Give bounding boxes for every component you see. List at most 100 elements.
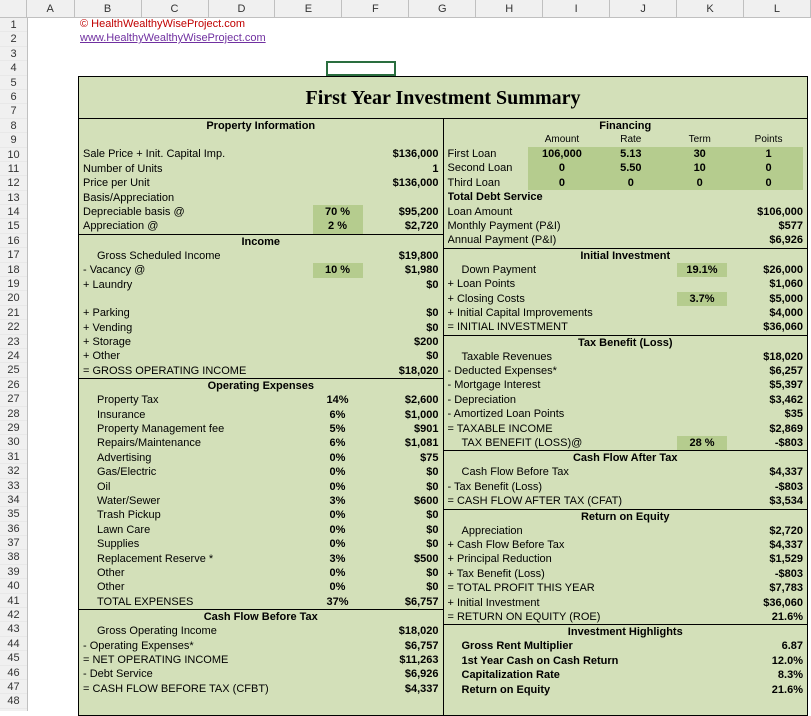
- col-header-A[interactable]: A: [27, 0, 75, 17]
- data-row: Trash Pickup0%$0: [79, 508, 443, 522]
- row-header-7[interactable]: 7: [0, 104, 27, 118]
- data-row: Replacement Reserve *3%$500: [79, 552, 443, 566]
- row-value: $0: [369, 349, 439, 363]
- row-header-20[interactable]: 20: [0, 291, 27, 305]
- row-header-15[interactable]: 15: [0, 219, 27, 233]
- col-header-C[interactable]: C: [142, 0, 209, 17]
- row-header-3[interactable]: 3: [0, 47, 27, 61]
- row-header-43[interactable]: 43: [0, 622, 27, 636]
- row-header-21[interactable]: 21: [0, 306, 27, 320]
- row-label: Taxable Revenues: [448, 350, 734, 364]
- col-header-F[interactable]: F: [342, 0, 409, 17]
- row-value: $2,600: [369, 393, 439, 407]
- fin-cell: 106,000: [528, 147, 597, 161]
- row-header-23[interactable]: 23: [0, 335, 27, 349]
- row-header-35[interactable]: 35: [0, 507, 27, 521]
- row-label: Lawn Care: [83, 523, 307, 537]
- data-row: Cash Flow Before Tax$4,337: [444, 465, 808, 479]
- row-header-19[interactable]: 19: [0, 277, 27, 291]
- row-value: 21.6%: [733, 610, 803, 624]
- row-label: Water/Sewer: [83, 494, 307, 508]
- row-header-34[interactable]: 34: [0, 493, 27, 507]
- col-header-E[interactable]: E: [275, 0, 342, 17]
- fin-cell: 0: [528, 176, 597, 190]
- row-header-31[interactable]: 31: [0, 450, 27, 464]
- row-header-42[interactable]: 42: [0, 608, 27, 622]
- row-header-8[interactable]: 8: [0, 119, 27, 133]
- spreadsheet-viewport: ABCDEFGHIJKL 123456789101112131415161718…: [0, 0, 811, 711]
- row-label: Other: [83, 580, 307, 594]
- row-value: $4,000: [733, 306, 803, 320]
- row-label: - Amortized Loan Points: [448, 407, 734, 421]
- row-pct: 0%: [313, 465, 363, 479]
- row-value: $3,462: [733, 393, 803, 407]
- row-header-44[interactable]: 44: [0, 637, 27, 651]
- row-label: Repairs/Maintenance: [83, 436, 307, 450]
- row-header-40[interactable]: 40: [0, 579, 27, 593]
- row-pct: 14%: [313, 393, 363, 407]
- col-header-K[interactable]: K: [677, 0, 744, 17]
- row-header-47[interactable]: 47: [0, 680, 27, 694]
- section-header: Return on Equity: [444, 509, 808, 524]
- col-header-L[interactable]: L: [744, 0, 811, 17]
- data-row: - Depreciation$3,462: [444, 393, 808, 407]
- data-row: + Cash Flow Before Tax$4,337: [444, 538, 808, 552]
- row-value: $4,337: [369, 682, 439, 696]
- row-header-13[interactable]: 13: [0, 191, 27, 205]
- col-header-H[interactable]: H: [476, 0, 543, 17]
- row-header-32[interactable]: 32: [0, 464, 27, 478]
- row-label: + Parking: [83, 306, 369, 320]
- data-row: Down Payment19.1%$26,000: [444, 263, 808, 277]
- row-header-48[interactable]: 48: [0, 694, 27, 708]
- data-row: - Debt Service$6,926: [79, 667, 443, 681]
- row-header-30[interactable]: 30: [0, 435, 27, 449]
- row-header-33[interactable]: 33: [0, 479, 27, 493]
- row-header-27[interactable]: 27: [0, 392, 27, 406]
- col-header-D[interactable]: D: [209, 0, 276, 17]
- row-value: $0: [369, 480, 439, 494]
- row-header-38[interactable]: 38: [0, 550, 27, 564]
- row-header-18[interactable]: 18: [0, 263, 27, 277]
- row-header-22[interactable]: 22: [0, 320, 27, 334]
- section-header: Property Information: [79, 119, 443, 133]
- row-header-45[interactable]: 45: [0, 651, 27, 665]
- row-header-24[interactable]: 24: [0, 349, 27, 363]
- row-value: $0: [369, 580, 439, 594]
- row-header-26[interactable]: 26: [0, 378, 27, 392]
- fin-col: Amount: [528, 133, 597, 147]
- row-header-36[interactable]: 36: [0, 522, 27, 536]
- row-label: + Closing Costs: [448, 292, 672, 306]
- row-header-28[interactable]: 28: [0, 407, 27, 421]
- project-link[interactable]: www.HealthyWealthyWiseProject.com: [80, 32, 266, 44]
- row-header-46[interactable]: 46: [0, 666, 27, 680]
- row-header-14[interactable]: 14: [0, 205, 27, 219]
- col-header-J[interactable]: J: [610, 0, 677, 17]
- row-header-9[interactable]: 9: [0, 133, 27, 147]
- row-header-29[interactable]: 29: [0, 421, 27, 435]
- row-header-4[interactable]: 4: [0, 61, 27, 75]
- row-header-12[interactable]: 12: [0, 176, 27, 190]
- row-value: $1,980: [369, 263, 439, 277]
- row-pct: 28 %: [677, 436, 727, 450]
- col-header-B[interactable]: B: [75, 0, 142, 17]
- row-header-17[interactable]: 17: [0, 248, 27, 262]
- grid-area[interactable]: © HealthWealthyWiseProject.com www.Healt…: [28, 18, 811, 711]
- col-header-G[interactable]: G: [409, 0, 476, 17]
- row-label: = INITIAL INVESTMENT: [448, 320, 734, 334]
- row-header-39[interactable]: 39: [0, 565, 27, 579]
- col-header-I[interactable]: I: [543, 0, 610, 17]
- row-header-37[interactable]: 37: [0, 536, 27, 550]
- row-label: Gross Operating Income: [83, 624, 369, 638]
- row-header-6[interactable]: 6: [0, 90, 27, 104]
- row-header-16[interactable]: 16: [0, 234, 27, 248]
- row-header-10[interactable]: 10: [0, 148, 27, 162]
- row-header-41[interactable]: 41: [0, 594, 27, 608]
- row-header-5[interactable]: 5: [0, 76, 27, 90]
- row-header-25[interactable]: 25: [0, 363, 27, 377]
- row-header-11[interactable]: 11: [0, 162, 27, 176]
- row-header-1[interactable]: 1: [0, 18, 27, 32]
- row-value: $4,337: [733, 538, 803, 552]
- row-value: $2,869: [733, 422, 803, 436]
- row-header-2[interactable]: 2: [0, 32, 27, 46]
- corner-cell[interactable]: [0, 0, 27, 17]
